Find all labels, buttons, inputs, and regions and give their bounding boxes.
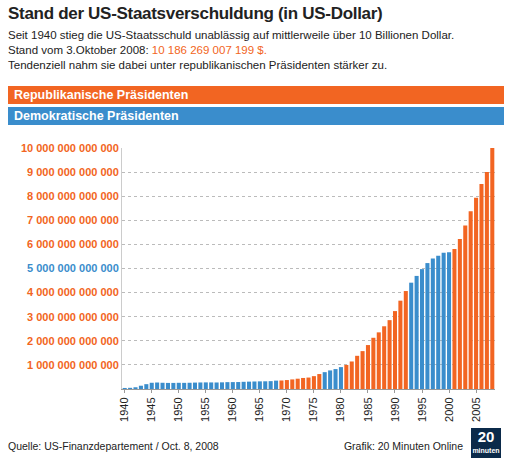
svg-text:1980: 1980 — [335, 397, 347, 421]
svg-text:7 000 000 000 000: 7 000 000 000 000 — [27, 214, 119, 226]
svg-text:4 000 000 000 000: 4 000 000 000 000 — [27, 286, 119, 298]
svg-text:10 000 000 000 000: 10 000 000 000 000 — [21, 142, 119, 154]
svg-text:8 000 000 000 000: 8 000 000 000 000 — [27, 190, 119, 202]
svg-text:1975: 1975 — [307, 397, 319, 421]
svg-text:1950: 1950 — [172, 397, 184, 421]
svg-text:6 000 000 000 000: 6 000 000 000 000 — [27, 238, 119, 250]
html-text:Quelle: US-Finanzdepartement /: Quelle: US-Finanzdepartement / Oct. 8, 2… — [8, 440, 219, 452]
svg-text:1995: 1995 — [416, 397, 428, 421]
svg-text:1945: 1945 — [145, 397, 157, 421]
svg-text:1940: 1940 — [118, 397, 130, 421]
svg-text:1990: 1990 — [389, 397, 401, 421]
svg-text:2000: 2000 — [443, 397, 455, 421]
svg-text:1955: 1955 — [199, 397, 211, 421]
html-text:20: 20 — [477, 428, 495, 445]
html-text:Republikanische Präsidenten: Republikanische Präsidenten — [14, 88, 189, 102]
html-text:Demokratische Präsidenten: Demokratische Präsidenten — [14, 109, 179, 123]
html-text:Stand vom 3.Oktober 2008: 10 1: Stand vom 3.Oktober 2008: 10 186 269 007… — [8, 44, 267, 56]
html-text:Grafik: 20 Minuten Online: Grafik: 20 Minuten Online — [343, 440, 463, 452]
html-text:Seit 1940 stieg die US-Staatss: Seit 1940 stieg die US-Staatsschuld unab… — [8, 29, 455, 41]
svg-text:1960: 1960 — [226, 397, 238, 421]
svg-text:3 000 000 000 000: 3 000 000 000 000 — [27, 311, 119, 323]
svg-text:5 000 000 000 000: 5 000 000 000 000 — [27, 262, 119, 274]
svg-text:1985: 1985 — [362, 397, 374, 421]
svg-text:1965: 1965 — [253, 397, 265, 421]
svg-text:2005: 2005 — [470, 397, 482, 421]
svg-text:2 000 000 000 000: 2 000 000 000 000 — [27, 335, 119, 347]
svg-text:1970: 1970 — [280, 397, 292, 421]
html-text:minuten: minuten — [472, 447, 500, 454]
svg-text:9 000 000 000 000: 9 000 000 000 000 — [27, 166, 119, 178]
html-text:Stand der US-Staatsverschuldun: Stand der US-Staatsverschuldung (in US-D… — [8, 4, 383, 23]
svg-text:1 000 000 000 000: 1 000 000 000 000 — [27, 359, 119, 371]
html-text:Tendenziell nahm sie dabei unt: Tendenziell nahm sie dabei unter republi… — [8, 59, 388, 71]
